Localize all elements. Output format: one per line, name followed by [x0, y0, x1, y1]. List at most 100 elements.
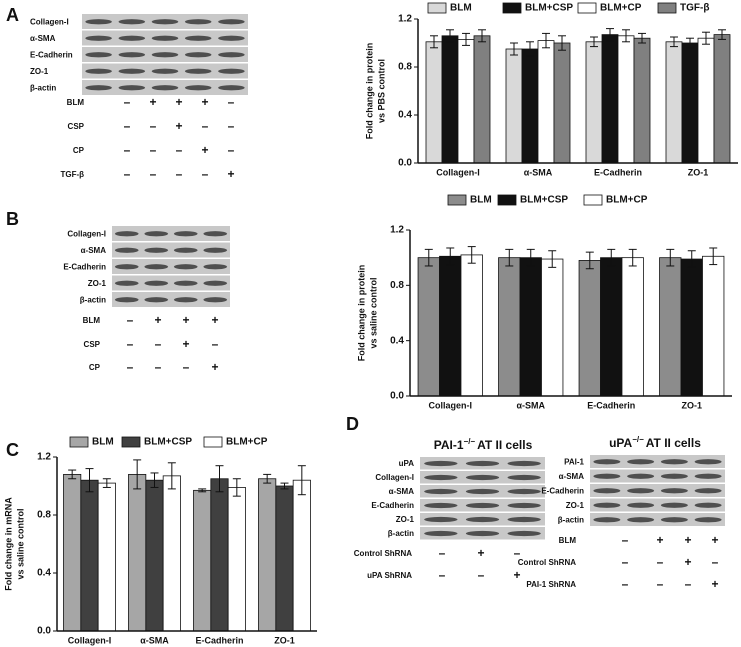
treatment-mark: + [201, 143, 208, 157]
blot-band [85, 52, 112, 58]
legend-label: BLM+CSP [520, 195, 568, 206]
treatment-label: PAI-1 ShRNA [526, 580, 576, 589]
treatment-label: CSP [68, 122, 85, 131]
y-tick-label: 0.0 [398, 158, 412, 169]
bar [713, 34, 731, 164]
treatment-mark: – [155, 360, 162, 374]
error-bar [526, 41, 534, 57]
error-bar [670, 36, 678, 48]
bar [97, 482, 116, 632]
y-tick-label: 0.4 [398, 110, 412, 121]
panel-label: B [6, 209, 19, 229]
blot-band [507, 530, 541, 537]
blot-band [424, 488, 458, 495]
bar [292, 479, 311, 632]
treatment-label: uPA ShRNA [367, 571, 412, 580]
error-bar [297, 465, 306, 496]
blot-strip [112, 259, 230, 274]
blot-band [173, 247, 198, 253]
blot-row-label: α-SMA [81, 246, 107, 255]
panel-label: A [6, 5, 19, 25]
treatment-label: BLM [559, 536, 577, 545]
y-tick-label: 1.2 [37, 452, 51, 463]
bar [145, 479, 164, 632]
blot-band [627, 459, 655, 465]
error-bar [478, 29, 486, 43]
blot-band [627, 473, 655, 479]
error-bar [505, 248, 514, 267]
treatment-mark: + [182, 313, 189, 327]
treatment-mark: + [211, 360, 218, 374]
treatment-label: BLM [67, 98, 85, 107]
blot-band [118, 85, 146, 91]
treatment-mark: – [155, 337, 162, 351]
blot-band [184, 35, 212, 41]
error-bar [585, 251, 594, 270]
blot-band [694, 517, 722, 523]
y-axis-label: Fold change in protein [364, 43, 374, 140]
legend-swatch [427, 2, 447, 14]
blot-band [424, 502, 458, 509]
treatment-mark: + [477, 546, 484, 560]
blot-band [465, 460, 500, 467]
blot-band [203, 297, 228, 303]
bar [439, 255, 462, 397]
y-axis-label: Fold change in protein [356, 265, 366, 362]
x-tick-label: Collagen-I [428, 400, 472, 410]
blot-band [593, 517, 621, 523]
blot-band [694, 473, 722, 479]
treatment-label: CP [73, 146, 85, 155]
legend-label: BLM+CSP [525, 3, 573, 14]
error-bar [446, 247, 455, 266]
legend-swatch [577, 2, 597, 14]
blot-band [465, 530, 500, 537]
blot-row-label: β-actin [30, 83, 56, 92]
blot-row-label: β-actin [558, 515, 584, 524]
treatment-mark: + [201, 95, 208, 109]
blot-band [218, 52, 245, 58]
treatment-mark: – [150, 143, 157, 157]
blot-band [85, 85, 112, 91]
blot-band [593, 488, 621, 494]
blot-row-label: α-SMA [30, 34, 56, 43]
bar [633, 37, 651, 164]
x-tick-label: α-SMA [140, 635, 169, 645]
blot-row-label: Collagen-I [375, 473, 414, 482]
bar [505, 48, 523, 164]
bar [258, 478, 277, 632]
blot-band [694, 459, 722, 465]
blot-strip [590, 498, 725, 512]
bar [601, 34, 619, 164]
error-bar [167, 462, 176, 490]
bar [210, 478, 229, 632]
blot-row-label: E-Cadherin [63, 262, 106, 271]
blot-band [151, 35, 179, 41]
treatment-mark: – [176, 143, 183, 157]
treatment-mark: – [183, 360, 190, 374]
blot-row-label: ZO-1 [396, 515, 415, 524]
bar [162, 475, 181, 632]
error-bar [687, 250, 696, 268]
x-tick-label: ZO-1 [681, 400, 702, 410]
legend-label: BLM+CP [606, 195, 648, 206]
treatment-mark: – [439, 568, 446, 582]
legend-swatch [657, 2, 677, 14]
treatment-mark: – [127, 337, 134, 351]
blot-band [593, 502, 621, 508]
legend-swatch [203, 436, 223, 448]
bar [519, 257, 542, 397]
blot-band [144, 231, 169, 237]
blot-band [465, 474, 500, 481]
blot-band [507, 460, 541, 467]
blot-strip [590, 484, 725, 497]
blot-band [424, 474, 458, 481]
y-tick-label: 0.8 [390, 280, 404, 291]
treatment-mark: – [127, 360, 134, 374]
treatment-mark: + [684, 555, 691, 569]
blot-title: uPA−/− AT II cells [609, 435, 701, 450]
error-bar [548, 250, 557, 268]
treatment-mark: – [439, 546, 446, 560]
blot-band [173, 264, 198, 270]
error-bar [446, 29, 454, 43]
bar [275, 485, 294, 632]
